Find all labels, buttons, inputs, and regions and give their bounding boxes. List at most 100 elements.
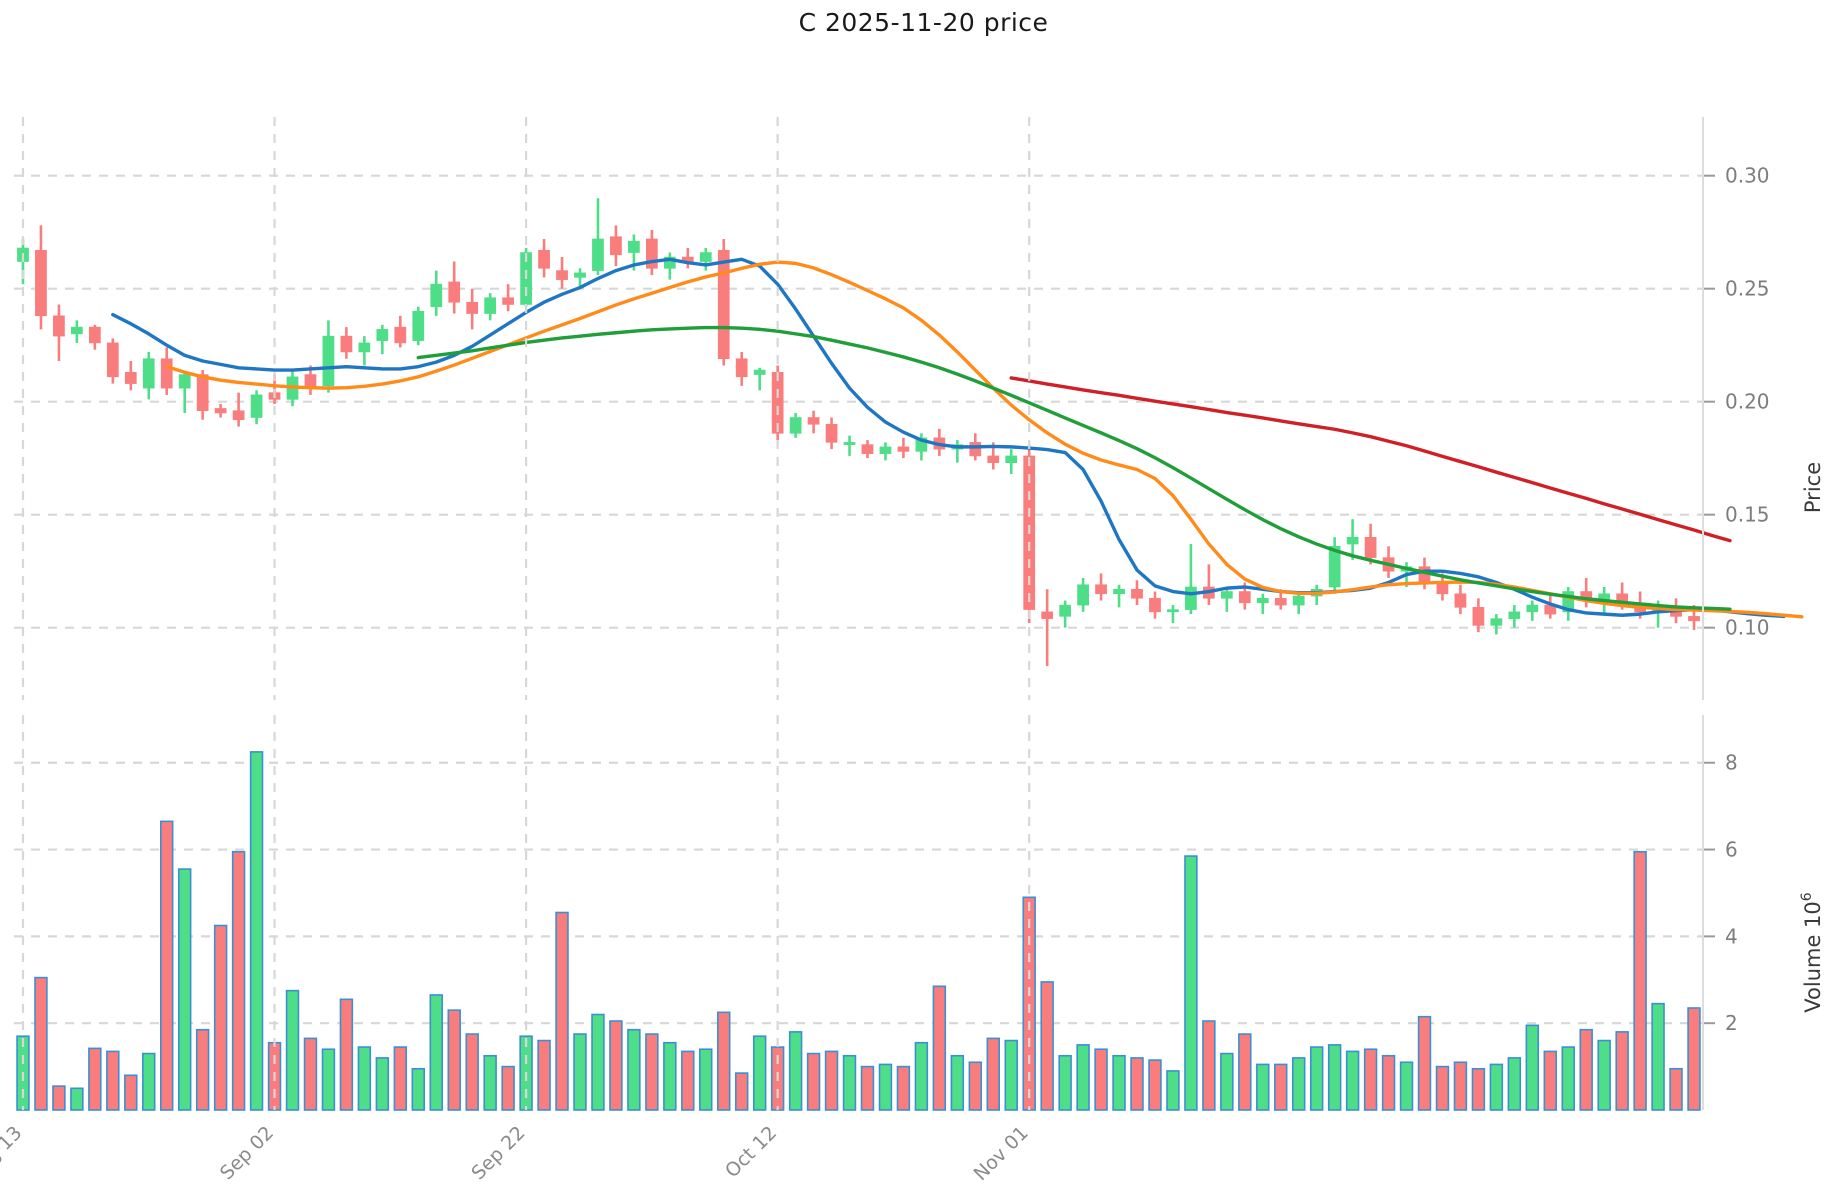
- volume-bar: [177, 868, 192, 1111]
- candle-body: [430, 283, 443, 308]
- candle-body: [232, 410, 245, 421]
- volume-bar: [339, 998, 354, 1111]
- volume-bar: [645, 1033, 659, 1111]
- volume-axis-ticks: 2 4 6 8: [1703, 751, 1738, 1035]
- candle-body: [1688, 616, 1700, 622]
- candle-body: [1328, 546, 1341, 588]
- volume-bar: [106, 1050, 120, 1111]
- volume-bar: [1489, 1063, 1504, 1111]
- candle-body: [340, 335, 353, 353]
- volume-bar: [88, 1047, 102, 1111]
- volume-bar: [1435, 1065, 1450, 1111]
- candle-body: [789, 417, 802, 434]
- volume-bar: [1453, 1061, 1468, 1111]
- volume-bar: [1345, 1050, 1360, 1111]
- volume-bar: [806, 1052, 821, 1111]
- volume-bar: [1130, 1057, 1144, 1111]
- volume-bar: [411, 1067, 426, 1111]
- candle-body: [915, 437, 928, 452]
- volume-panel: 2 4 6 8: [14, 751, 1738, 1111]
- candle-body: [1041, 611, 1054, 619]
- volume-bar: [1561, 1046, 1575, 1111]
- candle-body: [1256, 597, 1269, 604]
- volume-bar: [303, 1037, 318, 1111]
- candle-body: [699, 252, 712, 262]
- candle-body: [861, 444, 874, 454]
- volume-bar: [860, 1065, 875, 1111]
- volume-bar: [1256, 1063, 1270, 1111]
- price-axis-title: Price: [1801, 462, 1825, 513]
- candle-body: [1131, 588, 1143, 599]
- candle-body: [484, 297, 497, 314]
- volume-bar: [52, 1085, 66, 1111]
- candle-body: [1238, 591, 1251, 604]
- candle-body: [376, 329, 389, 341]
- volume-bar: [663, 1041, 677, 1111]
- x-tick-label: Aug 13: [0, 1122, 27, 1185]
- ma-line-ma_xlong: [1009, 376, 1732, 543]
- candle-body: [1149, 597, 1161, 613]
- volume-bar: [986, 1037, 1000, 1111]
- volume-bar: [1004, 1039, 1018, 1111]
- volume-bar: [896, 1065, 911, 1111]
- candle-body: [322, 335, 335, 387]
- volume-bar: [878, 1063, 893, 1111]
- volume-bar: [357, 1046, 372, 1111]
- volume-bar: [1094, 1048, 1108, 1111]
- volume-bar: [1615, 1031, 1629, 1111]
- volume-bar: [555, 911, 569, 1111]
- volume-bar: [537, 1039, 551, 1111]
- candle-body: [879, 446, 892, 454]
- price-tick-label: 0.25: [1725, 277, 1770, 301]
- axis-titles: Price Volume 106: [1702, 117, 1825, 1110]
- candle-body: [735, 358, 748, 378]
- volume-bar: [1507, 1057, 1522, 1111]
- candle-body: [1185, 586, 1197, 610]
- volume-bar: [1399, 1061, 1414, 1111]
- candle-body: [412, 310, 425, 341]
- page-title: C 2025-11-20 price: [798, 8, 1049, 37]
- candle-body: [196, 374, 209, 412]
- candle-body: [538, 249, 550, 269]
- volume-bar: [1058, 1054, 1072, 1111]
- volume-bar: [231, 850, 246, 1111]
- moving-average-lines: [111, 257, 1804, 619]
- volume-bar: [914, 1041, 929, 1111]
- price-tick-label: 0.15: [1725, 503, 1770, 527]
- volume-bar: [124, 1074, 138, 1111]
- candle-body: [1562, 591, 1575, 613]
- x-axis-ticks: Aug 13 Sep 02 Sep 22 Oct 12 Nov 01: [0, 1122, 1033, 1185]
- candlestick-series: [17, 198, 1700, 667]
- candle-body: [250, 394, 263, 418]
- volume-bar: [213, 924, 228, 1111]
- volume-bar: [375, 1057, 390, 1111]
- candle-body: [1220, 591, 1233, 599]
- volume-bar: [1040, 981, 1054, 1111]
- candle-body: [1005, 455, 1018, 464]
- candle-body: [448, 281, 461, 303]
- volume-bar: [142, 1052, 156, 1111]
- volume-bar: [1327, 1044, 1342, 1111]
- candle-body: [1077, 584, 1089, 606]
- candle-body: [1059, 604, 1072, 617]
- candle-body: [1490, 618, 1503, 626]
- volume-bar: [1525, 1024, 1540, 1111]
- candle-body: [628, 240, 640, 253]
- candle-body: [825, 423, 838, 443]
- volume-bar: [1651, 1002, 1665, 1111]
- volume-gridlines: [14, 761, 1703, 1025]
- volume-bar: [1166, 1070, 1180, 1111]
- candle-body: [1454, 593, 1467, 608]
- candle-body: [1167, 609, 1179, 613]
- candle-body: [1526, 604, 1539, 613]
- volume-tick-label: 6: [1725, 838, 1738, 862]
- volume-bar-series: [16, 751, 1701, 1111]
- volume-bar: [734, 1072, 749, 1111]
- price-panel: 0.30 0.25 0.20 0.15 0.10: [14, 164, 1804, 667]
- volume-bar: [321, 1048, 336, 1111]
- volume-bar: [842, 1054, 857, 1111]
- volume-bar: [1112, 1054, 1126, 1111]
- candle-body: [502, 297, 514, 305]
- candle-body: [394, 326, 407, 344]
- price-tick-label: 0.20: [1725, 390, 1770, 414]
